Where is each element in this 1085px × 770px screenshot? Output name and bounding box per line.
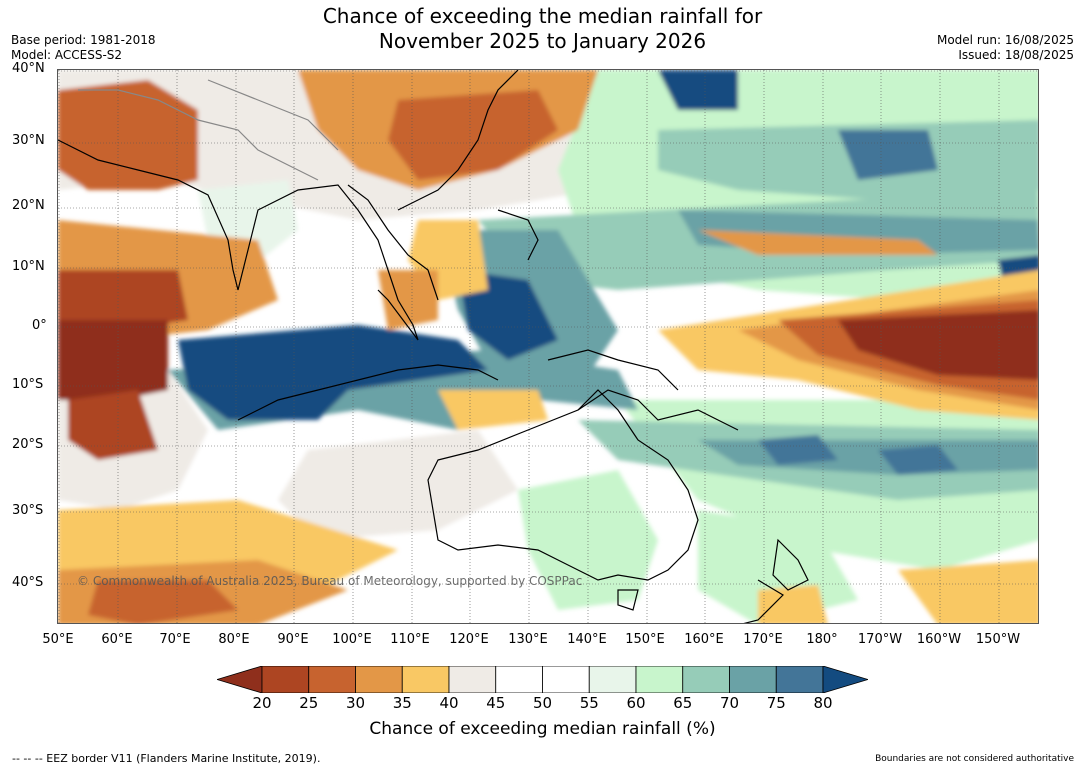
lon-tick: 180°: [806, 632, 838, 647]
lon-tick: 60°E: [101, 632, 133, 647]
lat-tick: 10°N: [12, 259, 45, 274]
colorbar-tick: 70: [719, 694, 740, 712]
lon-tick: 140°E: [567, 632, 607, 647]
lon-tick: 110°E: [390, 632, 430, 647]
lat-tick: 0°: [32, 318, 47, 333]
country-borders: [78, 79, 339, 181]
model-run: Model run: 16/08/2025: [936, 33, 1074, 47]
meta-right: Model run: 16/08/2025 Issued: 18/08/2025: [937, 33, 1074, 63]
colorbar-tick: 45: [486, 694, 506, 712]
colorbar-cell: [588, 666, 637, 693]
copyright-notice: © Commonwealth of Australia 2025, Bureau…: [77, 574, 583, 588]
colorbar-cell: [729, 666, 777, 693]
colorbar-tick: 55: [579, 694, 599, 712]
colorbar-tick: 20: [252, 694, 272, 712]
lat-tick: 20°S: [12, 437, 44, 452]
lon-tick: 130°E: [508, 632, 548, 647]
colorbar-cell: [308, 666, 356, 693]
rainfall-map: [57, 69, 1039, 624]
lat-tick: 30°S: [12, 503, 44, 518]
lon-tick: 120°E: [449, 632, 489, 647]
colorbar-tick: 35: [392, 694, 412, 712]
lon-tick: 50°E: [42, 632, 74, 647]
issued-date: Issued: 18/08/2025: [958, 48, 1074, 62]
colorbar: [217, 666, 868, 693]
colorbar-cell: [495, 666, 543, 693]
eez-note: -- -- -- EEZ border V11 (Flanders Marine…: [12, 752, 321, 765]
lon-tick: 150°E: [625, 632, 665, 647]
model-name: Model: ACCESS-S2: [11, 48, 123, 62]
colorbar-cell: [355, 666, 403, 693]
lon-tick: 80°E: [218, 632, 250, 647]
colorbar-cell: [448, 666, 497, 693]
boundaries-note: Boundaries are not considered authoritat…: [875, 754, 1074, 764]
lat-tick: 30°N: [12, 133, 45, 148]
colorbar-cell: [635, 666, 684, 693]
title-line-2: November 2025 to January 2026: [378, 29, 707, 53]
rainfall-field: [58, 70, 1038, 623]
colorbar-cell: [542, 666, 590, 693]
colorbar-tick: 75: [766, 694, 786, 712]
title-line-1: Chance of exceeding the median rainfall …: [322, 4, 763, 28]
lon-tick: 170°E: [743, 632, 783, 647]
colorbar-label: Chance of exceeding median rainfall (%): [369, 719, 716, 739]
lon-tick: 70°E: [159, 632, 191, 647]
lon-tick: 170°W: [857, 632, 903, 647]
lon-tick: 90°E: [277, 632, 309, 647]
lat-tick: 20°N: [12, 198, 45, 213]
lon-tick: 160°E: [684, 632, 724, 647]
colorbar-cell: [775, 666, 824, 693]
lon-tick: 160°W: [916, 632, 962, 647]
colorbar-tick: 60: [626, 694, 646, 712]
map-svg: [58, 70, 1038, 623]
colorbar-tick: 25: [299, 694, 319, 712]
graticule: [58, 70, 1038, 623]
colorbar-tick: 30: [345, 694, 366, 712]
lat-tick: 40°N: [12, 61, 45, 76]
colorbar-tick: 65: [673, 694, 693, 712]
colorbar-arrow-low: [217, 666, 263, 693]
meta-left: Base period: 1981-2018 Model: ACCESS-S2: [11, 33, 156, 63]
colorbar-cell: [261, 666, 310, 693]
lon-tick: 150°W: [975, 632, 1021, 647]
colorbar-tick: 80: [813, 694, 833, 712]
colorbar-arrow-high: [822, 666, 868, 693]
coastlines: [58, 70, 809, 623]
map-title: Chance of exceeding the median rainfall …: [0, 4, 1085, 54]
base-period: Base period: 1981-2018: [11, 33, 156, 47]
lat-tick: 40°S: [12, 575, 44, 590]
lon-tick: 100°E: [332, 632, 372, 647]
lat-tick: 10°S: [12, 377, 44, 392]
colorbar-tick: 50: [532, 694, 553, 712]
colorbar-cell: [682, 666, 730, 693]
colorbar-tick: 40: [439, 694, 459, 712]
colorbar-cell: [401, 666, 450, 693]
